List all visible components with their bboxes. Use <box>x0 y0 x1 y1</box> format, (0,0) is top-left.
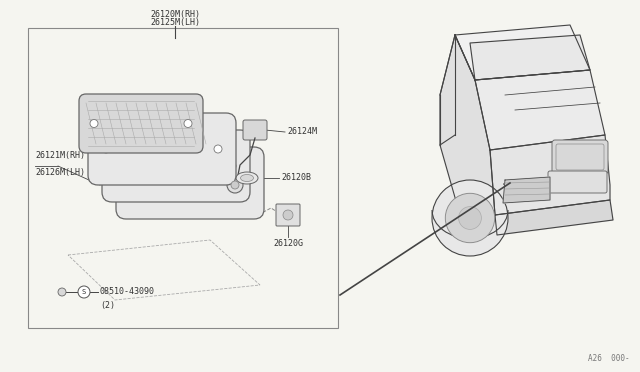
Circle shape <box>90 119 98 128</box>
Polygon shape <box>503 177 550 203</box>
Circle shape <box>459 206 481 230</box>
Polygon shape <box>490 135 610 215</box>
Circle shape <box>116 162 124 170</box>
FancyBboxPatch shape <box>243 120 267 140</box>
Text: 26123(RH): 26123(RH) <box>90 115 135 124</box>
Circle shape <box>445 193 495 243</box>
Bar <box>28 28 338 328</box>
FancyBboxPatch shape <box>552 140 608 174</box>
Ellipse shape <box>241 174 253 182</box>
Polygon shape <box>440 35 495 215</box>
Text: 26125M(LH): 26125M(LH) <box>150 18 200 27</box>
Circle shape <box>228 162 236 170</box>
Circle shape <box>184 119 192 128</box>
Circle shape <box>227 177 243 193</box>
FancyBboxPatch shape <box>102 130 250 202</box>
FancyBboxPatch shape <box>79 94 203 153</box>
Circle shape <box>58 288 66 296</box>
Text: 26120G: 26120G <box>273 239 303 248</box>
Circle shape <box>78 286 90 298</box>
Text: 08510-43090: 08510-43090 <box>100 286 155 295</box>
Circle shape <box>231 181 239 189</box>
Circle shape <box>432 180 508 256</box>
FancyBboxPatch shape <box>116 147 264 219</box>
Polygon shape <box>470 35 590 80</box>
Ellipse shape <box>236 172 258 184</box>
Text: 26121M(RH): 26121M(RH) <box>35 151 85 160</box>
Circle shape <box>214 145 222 153</box>
Circle shape <box>102 145 110 153</box>
Text: S: S <box>82 289 86 295</box>
Text: 26124M: 26124M <box>287 128 317 137</box>
Text: 26120B: 26120B <box>281 173 311 183</box>
Circle shape <box>130 179 138 187</box>
Text: A26  000-: A26 000- <box>588 354 630 363</box>
Text: 26120M(RH): 26120M(RH) <box>150 10 200 19</box>
FancyBboxPatch shape <box>88 113 236 185</box>
Circle shape <box>242 179 250 187</box>
Circle shape <box>283 210 293 220</box>
Polygon shape <box>495 200 613 235</box>
FancyBboxPatch shape <box>276 204 300 226</box>
Text: 26128(LH): 26128(LH) <box>90 132 135 141</box>
Text: 26126M(LH): 26126M(LH) <box>35 168 85 177</box>
Text: (2): (2) <box>100 301 115 310</box>
FancyBboxPatch shape <box>548 171 607 193</box>
Polygon shape <box>475 70 605 150</box>
Polygon shape <box>455 25 590 80</box>
